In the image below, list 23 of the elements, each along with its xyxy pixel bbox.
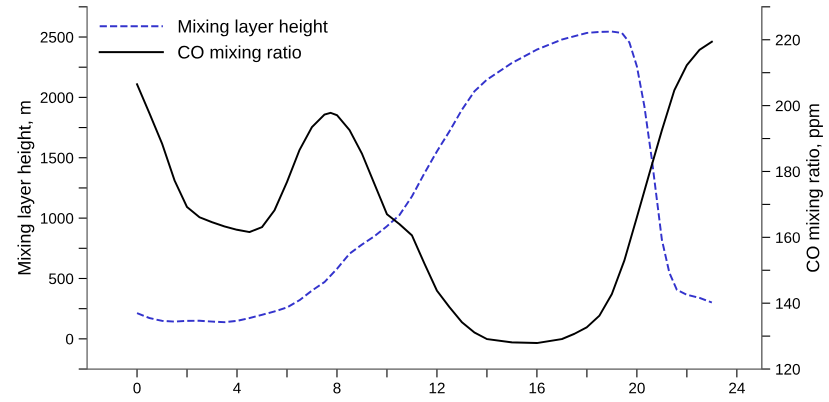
- y-tick-label: 0: [66, 334, 74, 345]
- x-tick-label: 20: [629, 382, 645, 394]
- x-tick-label: 0: [133, 382, 141, 394]
- legend-label: Mixing layer height: [178, 19, 328, 36]
- y-tick-label: 2500: [40, 32, 74, 43]
- y2-tick-label: 140: [776, 298, 800, 309]
- y2-tick-label: 160: [776, 232, 800, 244]
- y-axis-title: Mixing layer height, m: [17, 101, 34, 274]
- y2-tick-label: 120: [776, 364, 800, 375]
- y2-tick-label: 180: [776, 166, 800, 178]
- x-tick-label: 24: [729, 382, 745, 394]
- y-tick-label: 1000: [41, 212, 74, 224]
- y2-tick-label: 200: [776, 100, 800, 112]
- x-tick-label: 4: [233, 382, 241, 394]
- y2-tick-label: 220: [776, 34, 800, 46]
- y-tick-label: 1500: [41, 152, 74, 164]
- x-tick-label: 8: [333, 382, 341, 394]
- x-tick-label: 16: [530, 382, 545, 394]
- legend-label: CO mixing ratio: [178, 45, 301, 62]
- y2-axis-title: CO mixing ratio, ppm: [806, 104, 823, 272]
- y-tick-label: 500: [48, 273, 74, 284]
- x-tick-label: 12: [430, 382, 445, 394]
- y-tick-label: 2000: [40, 92, 74, 104]
